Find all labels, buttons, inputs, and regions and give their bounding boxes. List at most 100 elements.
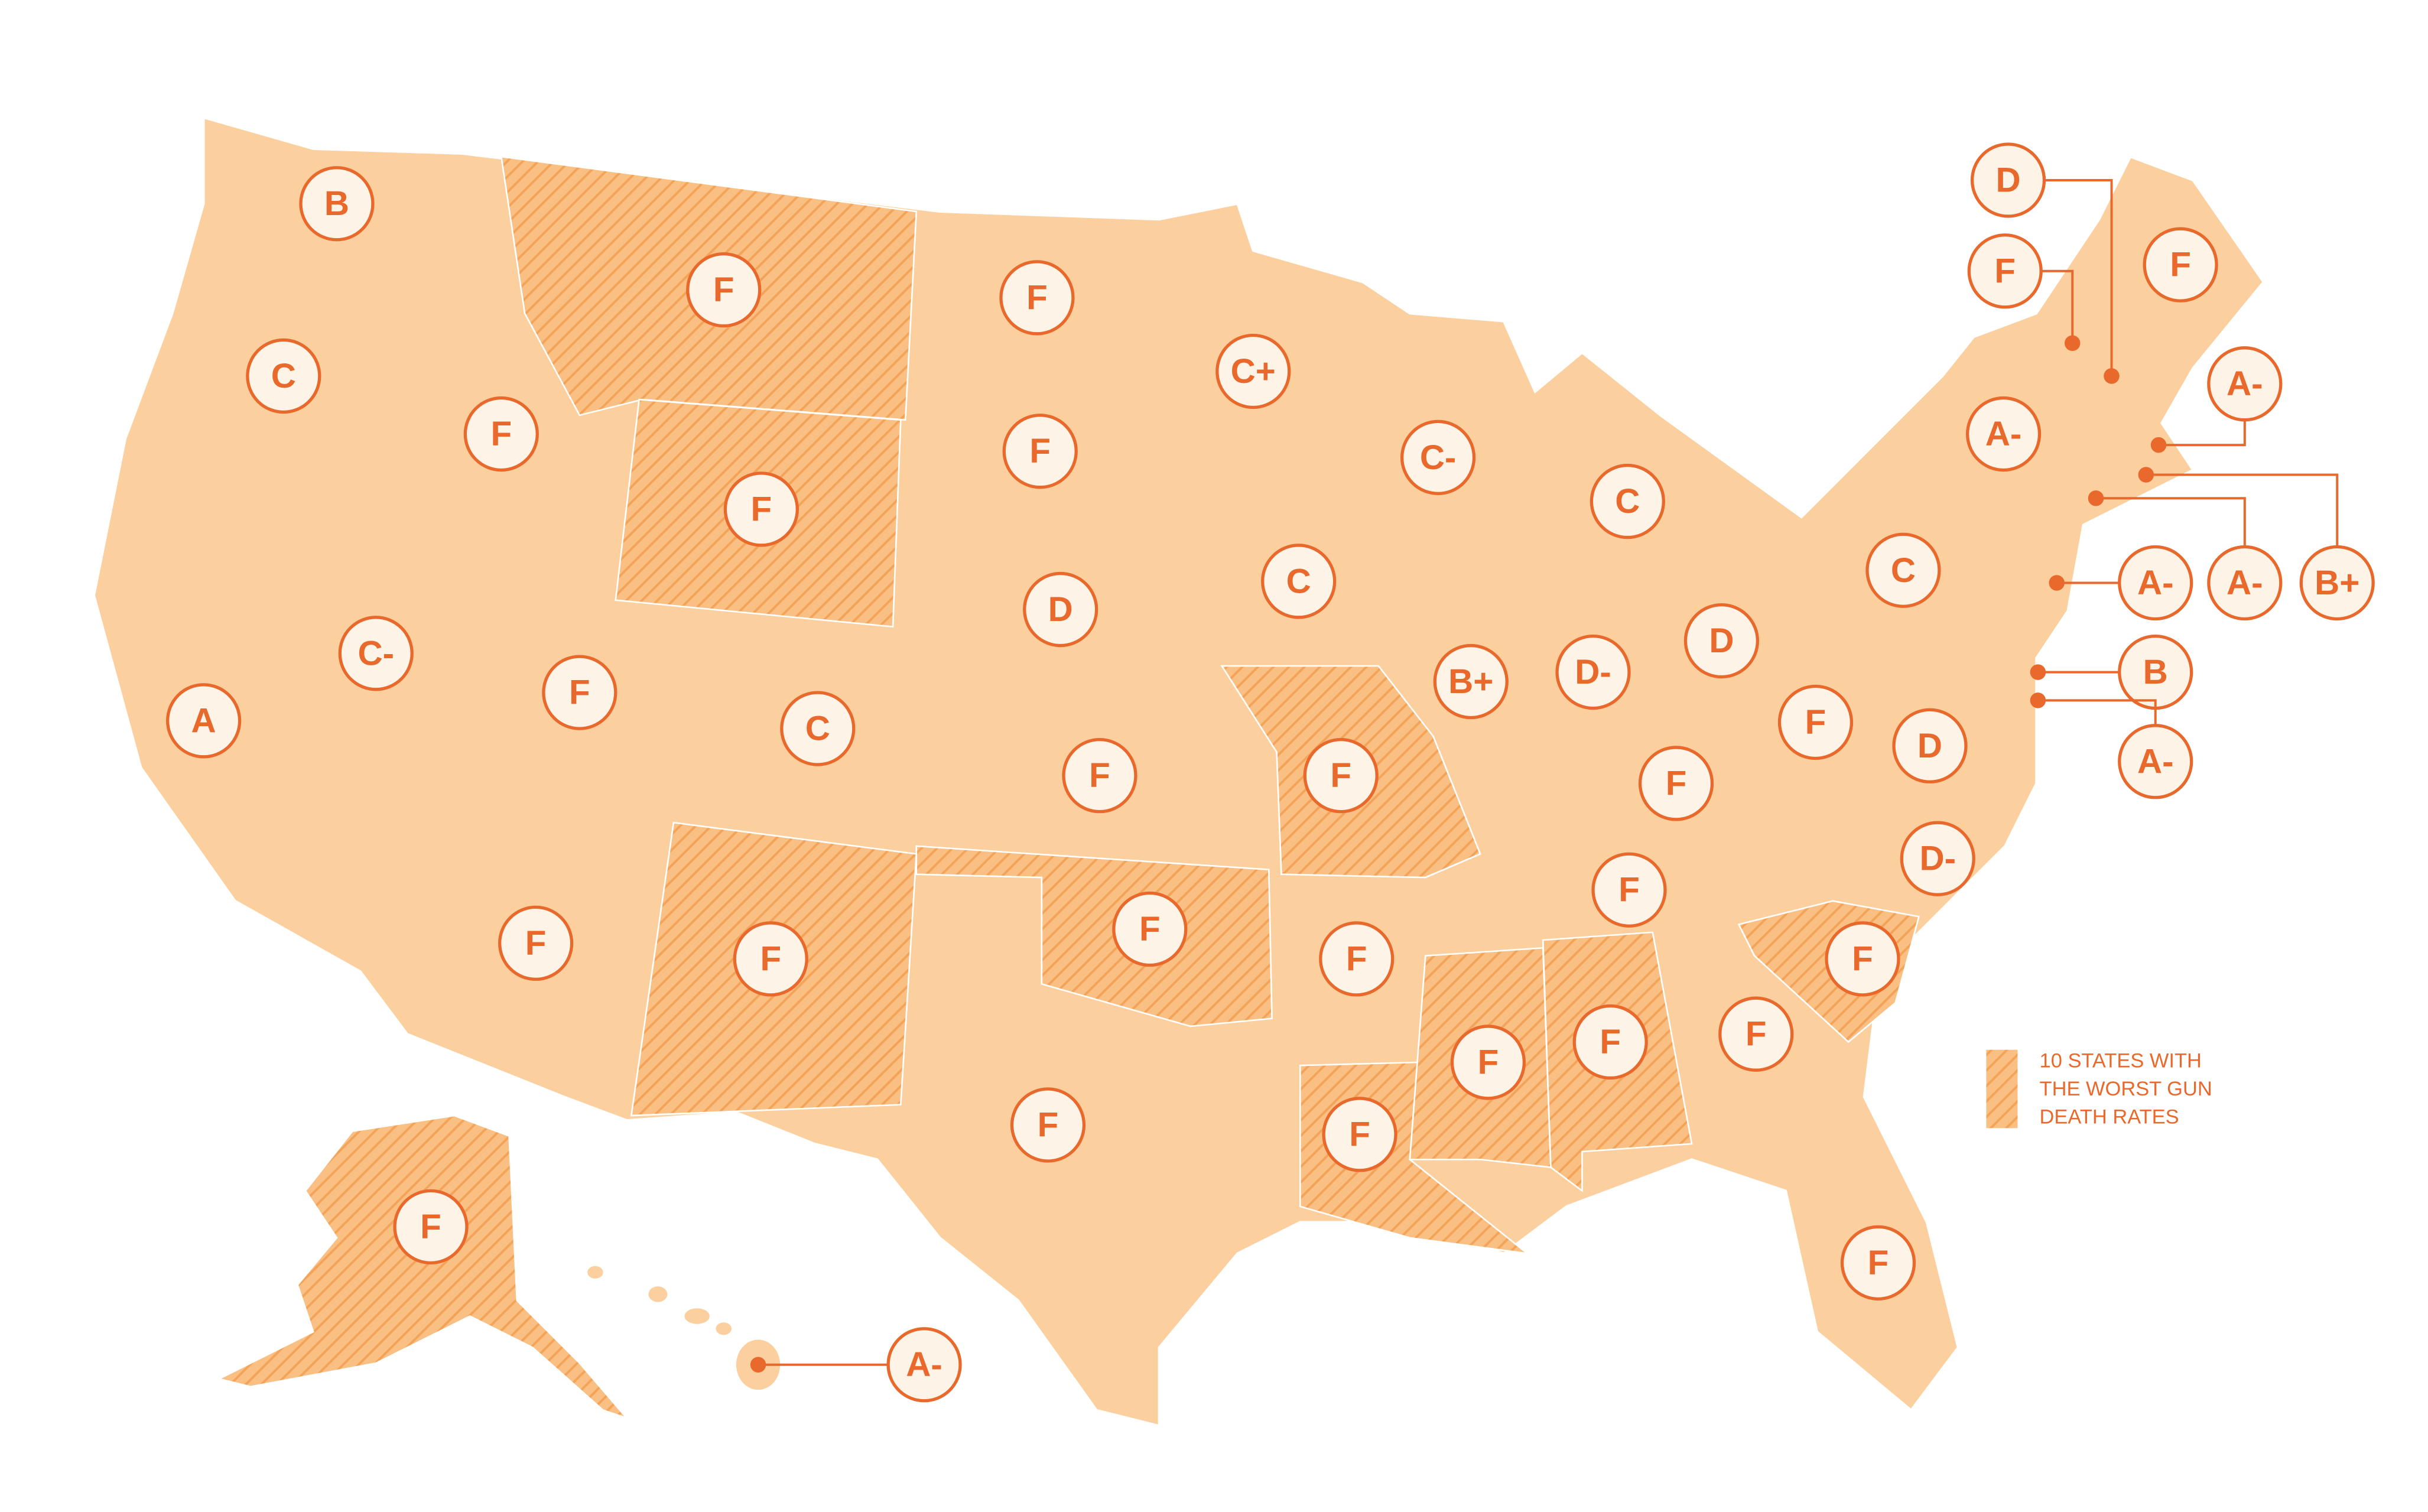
worst-state <box>915 845 1273 1027</box>
grade-label: A- <box>906 1345 942 1384</box>
grade-badge <box>2207 545 2283 621</box>
grade-badge <box>723 472 799 547</box>
grade-label: F <box>760 939 781 978</box>
grade-label: F <box>490 415 512 453</box>
grade-label: C <box>1286 562 1311 600</box>
callout-dot <box>2030 692 2046 708</box>
grade-badge <box>1777 684 1854 760</box>
grade-badge <box>1892 708 1968 783</box>
grade-label: A- <box>2227 365 2263 403</box>
grade-badge <box>1970 142 2046 218</box>
grade-label: D <box>1048 590 1073 629</box>
grade-label: F <box>1868 1244 1889 1282</box>
grade-badge <box>1683 603 1760 679</box>
grade-badge <box>1261 544 1337 619</box>
grade-badge <box>1590 463 1665 539</box>
grade-badge <box>542 655 617 730</box>
grade-label: A- <box>2137 742 2174 781</box>
grade-badge <box>1303 738 1379 814</box>
grade-badge <box>2207 346 2283 422</box>
legend: 10 STATES WITH THE WORST GUN DEATH RATES <box>2040 1049 2212 1128</box>
grade-label: F <box>1026 278 1048 317</box>
grade-badge <box>1840 1225 1916 1301</box>
grade-label: F <box>1666 764 1687 802</box>
grade-badge <box>1591 852 1667 928</box>
grade-badge <box>1433 643 1509 720</box>
grade-label: F <box>1478 1043 1499 1081</box>
grade-label: D- <box>1575 653 1611 691</box>
grade-label: F <box>420 1208 441 1246</box>
grade-badge <box>166 683 242 759</box>
grade-label: F <box>1330 756 1351 795</box>
grade-label: F <box>1038 1105 1059 1144</box>
grade-badge <box>1967 233 2043 309</box>
legend-swatch <box>1986 1049 2018 1129</box>
grade-badge <box>393 1189 469 1265</box>
grade-badge <box>1638 746 1714 821</box>
grade-badge <box>1112 891 1188 967</box>
grade-label: F <box>1029 432 1051 470</box>
grade-badge <box>246 338 321 414</box>
legend-text: 10 STATES WITH <box>2040 1049 2202 1072</box>
grade-badge <box>2299 545 2375 621</box>
legend-text: DEATH RATES <box>2040 1106 2179 1129</box>
grade-label: F <box>1139 910 1161 948</box>
grade-badge <box>1400 420 1476 495</box>
grade-badge <box>463 396 539 472</box>
grade-label: F <box>1805 703 1826 742</box>
grade-badge <box>686 252 762 328</box>
callout-dot <box>2088 490 2104 506</box>
callout-dot <box>2104 368 2120 384</box>
grade-badge <box>498 905 574 981</box>
grade-label: A <box>191 701 216 740</box>
grade-badge <box>2118 545 2193 621</box>
grade-label: F <box>1746 1015 1767 1053</box>
grade-label: C <box>1891 551 1916 590</box>
grade-label: F <box>713 271 734 309</box>
grade-label: C- <box>357 634 394 672</box>
grade-label: B+ <box>1448 662 1493 701</box>
grade-label: D <box>1995 161 2020 199</box>
grade-label: C <box>1615 482 1640 521</box>
grade-badge <box>1322 1097 1397 1172</box>
grade-badge <box>1718 996 1794 1072</box>
callout-dot <box>2150 437 2167 453</box>
callout-dot <box>2064 335 2081 352</box>
callout-dot <box>750 1357 766 1373</box>
callout-dot <box>2138 467 2154 483</box>
grade-label: F <box>569 674 590 712</box>
grade-label: C <box>805 710 830 748</box>
grade-label: D <box>1917 727 1942 765</box>
grade-label: F <box>2170 246 2191 284</box>
grade-label: F <box>1600 1023 1621 1061</box>
grade-label: B <box>2143 653 2168 691</box>
grade-label: F <box>1994 252 2016 290</box>
grade-label: B+ <box>2315 564 2359 602</box>
grade-badge <box>2143 227 2218 303</box>
callout-dot <box>2030 664 2046 680</box>
grade-label: D <box>1709 622 1734 660</box>
grade-badge <box>1900 821 1975 896</box>
grade-label: A- <box>2227 564 2263 602</box>
grade-badge <box>886 1327 962 1403</box>
grade-label: F <box>525 924 547 963</box>
legend-text: THE WORST GUN <box>2040 1078 2212 1100</box>
grade-label: F <box>1346 939 1367 978</box>
grade-badge <box>1002 414 1078 489</box>
grade-badge <box>780 691 856 766</box>
grade-badge <box>1010 1087 1086 1163</box>
grade-badge <box>1865 532 1941 608</box>
grade-badge <box>299 166 375 242</box>
grade-label: B <box>324 184 349 223</box>
grade-badge <box>1062 738 1137 814</box>
grade-badge <box>1572 1004 1648 1080</box>
grade-badge <box>999 260 1075 336</box>
grade-badge <box>1319 921 1395 997</box>
grade-badge <box>1023 571 1098 648</box>
grade-markers: B C A F C- F F F F C F F F D F F F C+ C F F F C- B+ F C D- F F F D F F F F… <box>166 142 2375 1403</box>
grade-label: A- <box>1985 415 2022 453</box>
grade-badge <box>1965 396 2042 472</box>
grade-label: C- <box>1420 438 1457 477</box>
